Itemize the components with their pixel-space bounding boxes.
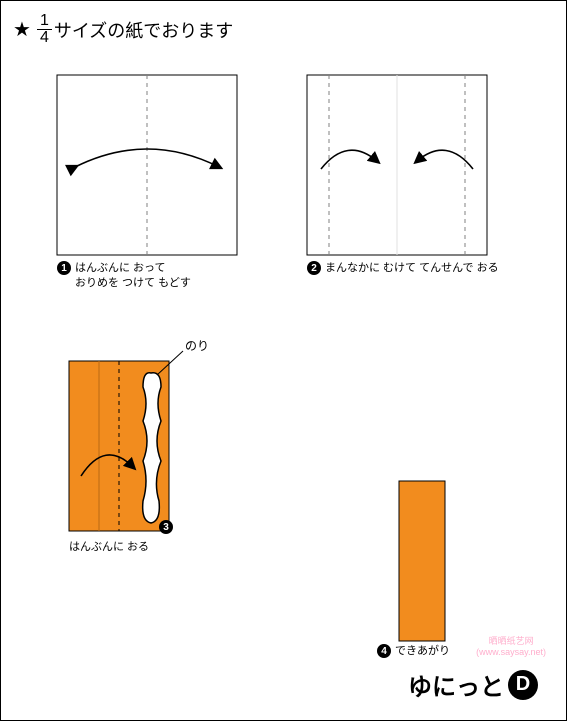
footer-letter-circle: D xyxy=(508,670,538,700)
diagram-canvas xyxy=(1,1,567,722)
footer-text: ゆにっと xyxy=(408,667,504,702)
step3-text: はんぶんに おる xyxy=(69,540,177,555)
step2-caption: 2 まんなかに むけて てんせんで おる xyxy=(307,261,499,276)
step3-number: 3 xyxy=(159,520,173,534)
step2-text: まんなかに むけて てんせんで おる xyxy=(325,261,499,276)
step2-number: 2 xyxy=(307,261,321,275)
step1-number: 1 xyxy=(57,261,71,275)
step4-text: できあがり xyxy=(395,644,450,659)
step3-diagram xyxy=(69,351,183,531)
footer-title: ゆにっと D xyxy=(408,667,538,702)
step4-diagram xyxy=(399,481,445,641)
step4-number: 4 xyxy=(377,644,391,658)
step4-caption: 4 できあがり xyxy=(377,644,450,659)
step3-caption: 3 はんぶんに おる xyxy=(159,520,177,555)
step1-diagram xyxy=(57,75,237,255)
step1-text: はんぶんに おって おりめを つけて もどす xyxy=(75,261,191,292)
step1-caption: 1 はんぶんに おって おりめを つけて もどす xyxy=(57,261,191,292)
page: ★ 1 4 サイズの紙でおります xyxy=(0,0,567,721)
glue-label: のり xyxy=(185,337,209,354)
watermark: 晒晒纸艺网 (www.saysay.net) xyxy=(476,636,546,658)
step2-diagram xyxy=(307,75,487,255)
